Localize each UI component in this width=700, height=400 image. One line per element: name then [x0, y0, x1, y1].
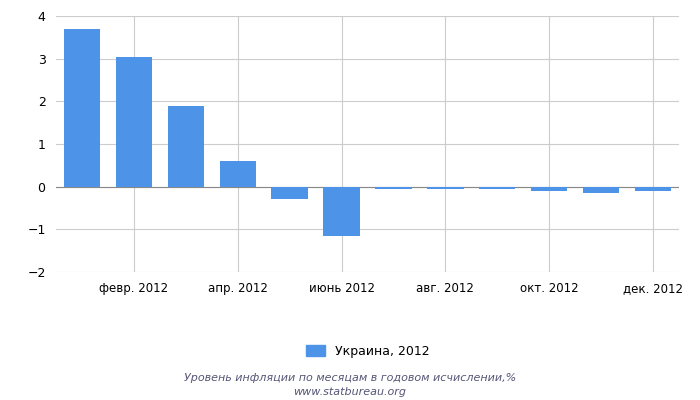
Legend: Украина, 2012: Украина, 2012 — [301, 340, 434, 363]
Bar — [64, 29, 100, 187]
Bar — [323, 187, 360, 236]
Bar — [272, 187, 308, 200]
Bar — [531, 187, 568, 191]
Bar — [375, 187, 412, 189]
Bar — [427, 187, 463, 189]
Bar — [116, 56, 152, 187]
Text: Уровень инфляции по месяцам в годовом исчислении,%: Уровень инфляции по месяцам в годовом ис… — [184, 373, 516, 383]
Text: www.statbureau.org: www.statbureau.org — [293, 387, 407, 397]
Bar — [479, 187, 515, 189]
Bar — [220, 161, 256, 187]
Bar — [635, 187, 671, 191]
Bar — [583, 187, 620, 193]
Bar — [167, 106, 204, 187]
